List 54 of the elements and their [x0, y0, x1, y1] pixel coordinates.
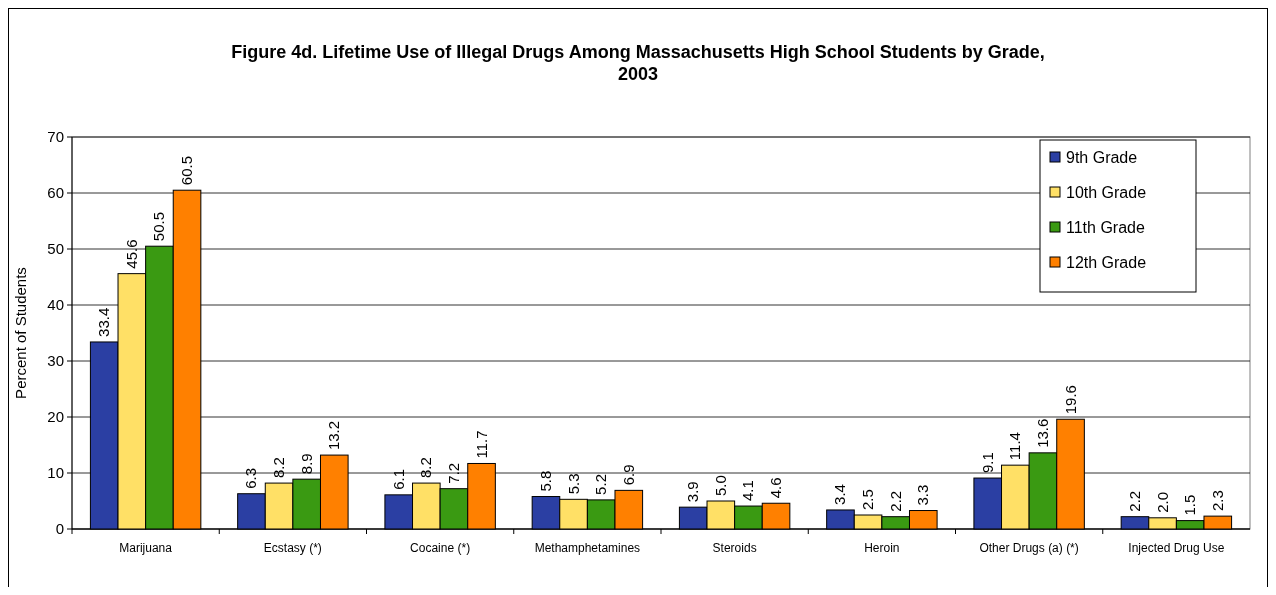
data-label: 2.0 — [1153, 491, 1171, 513]
data-label: 5.8 — [536, 470, 554, 492]
data-label: 45.6 — [122, 239, 140, 269]
y-tick-label: 70 — [47, 128, 64, 146]
y-tick-label: 20 — [47, 408, 64, 426]
data-label: 11.7 — [472, 430, 490, 459]
data-label: 6.9 — [619, 464, 637, 486]
x-tick-label: Heroin — [864, 541, 900, 555]
data-label: 50.5 — [150, 212, 168, 242]
data-label: 11.4 — [1006, 432, 1024, 461]
data-label: 2.3 — [1208, 490, 1226, 512]
legend-label: 10th Grade — [1066, 183, 1147, 201]
data-label: 4.1 — [739, 480, 757, 502]
x-tick-label: Cocaine (*) — [410, 541, 471, 555]
data-label: 2.2 — [1125, 490, 1143, 512]
chart-title: Figure 4d. Lifetime Use of Illegal Drugs Among Massachusetts High School Students by Grade, 2003 — [231, 42, 1045, 84]
data-label: 5.3 — [564, 473, 582, 495]
data-label: 5.2 — [592, 474, 610, 495]
x-tick-label: Steroids — [712, 541, 757, 555]
data-label: 9.1 — [978, 452, 996, 474]
legend-label: 9th Grade — [1066, 148, 1138, 166]
y-tick-label: 10 — [47, 464, 64, 482]
data-label: 8.2 — [417, 457, 435, 479]
x-tick-label: Marijuana — [119, 541, 173, 555]
data-label: 13.2 — [325, 420, 343, 451]
x-tick-label: Other Drugs (a) (*) — [979, 541, 1079, 555]
data-label: 6.1 — [389, 468, 407, 490]
data-label: 2.5 — [859, 489, 877, 510]
data-label: 19.6 — [1061, 385, 1079, 415]
y-tick-label: 50 — [47, 240, 64, 258]
data-label: 4.6 — [767, 477, 785, 499]
y-tick-label: 30 — [47, 352, 64, 370]
y-tick-label: 0 — [55, 520, 64, 538]
data-label: 33.4 — [95, 307, 113, 337]
data-label: 8.9 — [297, 453, 315, 475]
data-label: 1.5 — [1181, 494, 1199, 516]
y-axis-title: Percent of Students — [12, 267, 29, 399]
data-label: 2.2 — [886, 490, 904, 512]
data-label: 60.5 — [178, 156, 196, 186]
data-label: 5.0 — [711, 475, 729, 496]
x-tick-label: Methamphetamines — [534, 541, 641, 555]
y-tick-label: 40 — [47, 296, 64, 314]
legend-label: 12th Grade — [1066, 253, 1147, 271]
data-label: 8.2 — [270, 457, 288, 479]
x-tick-label: Ecstasy (*) — [263, 541, 322, 555]
data-label: 13.6 — [1033, 418, 1051, 448]
data-label: 3.3 — [914, 484, 932, 506]
x-tick-label: Injected Drug Use — [1128, 541, 1225, 555]
data-label: 3.9 — [684, 481, 702, 503]
data-label: 6.3 — [242, 467, 260, 489]
data-label: 3.4 — [831, 484, 849, 505]
legend-label: 11th Grade — [1066, 218, 1145, 236]
y-tick-label: 60 — [47, 184, 64, 202]
data-label: 7.2 — [444, 462, 462, 484]
